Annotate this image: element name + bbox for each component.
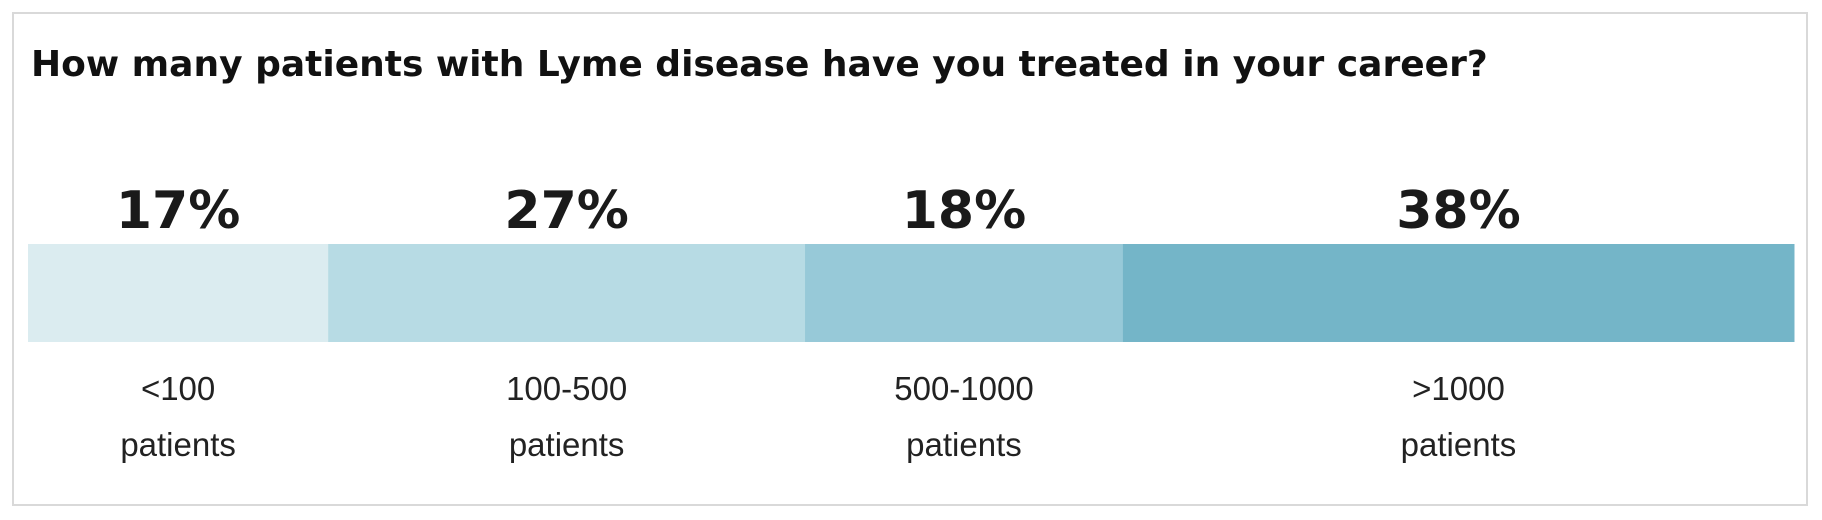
bar-segment-3	[805, 244, 1124, 342]
category-label-3-line1: 500-1000	[894, 370, 1033, 407]
category-label-3-line2: patients	[906, 426, 1022, 463]
value-label-4: 38%	[1396, 181, 1520, 241]
bar-segment-1	[28, 244, 329, 342]
value-label-2: 27%	[504, 181, 628, 241]
bar-segment-4	[1122, 244, 1795, 342]
category-label-1-line2: patients	[120, 426, 236, 463]
category-label-4-line1: >1000	[1412, 370, 1505, 407]
chart-title: How many patients with Lyme disease have…	[31, 44, 1488, 85]
category-label-1-line1: <100	[141, 370, 215, 407]
category-label-2-line1: 100-500	[506, 370, 627, 407]
bar-segment-2	[328, 244, 806, 342]
value-label-3: 18%	[902, 181, 1026, 241]
category-label-4-line2: patients	[1401, 426, 1517, 463]
value-label-1: 17%	[116, 181, 240, 241]
category-label-2-line2: patients	[509, 426, 625, 463]
